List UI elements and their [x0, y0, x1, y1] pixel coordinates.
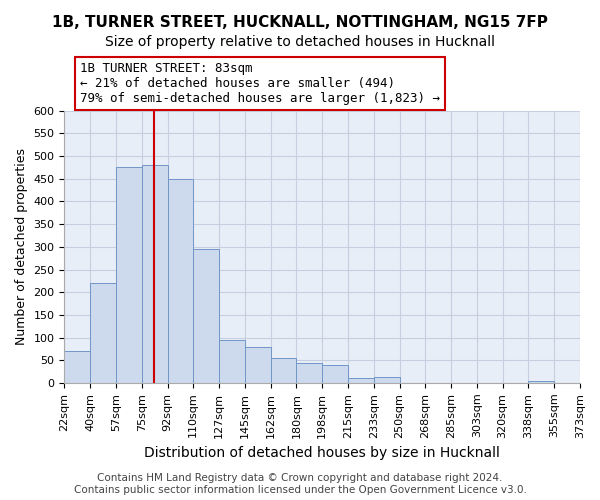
Text: 1B TURNER STREET: 83sqm
← 21% of detached houses are smaller (494)
79% of semi-d: 1B TURNER STREET: 83sqm ← 21% of detache… — [80, 62, 440, 106]
Bar — [245, 346, 271, 383]
Bar — [322, 365, 348, 383]
X-axis label: Distribution of detached houses by size in Hucknall: Distribution of detached houses by size … — [144, 446, 500, 460]
Bar — [271, 358, 296, 383]
Y-axis label: Number of detached properties: Number of detached properties — [15, 148, 28, 346]
Bar — [374, 377, 400, 383]
Bar — [348, 378, 374, 383]
Bar — [90, 283, 116, 383]
Text: 1B, TURNER STREET, HUCKNALL, NOTTINGHAM, NG15 7FP: 1B, TURNER STREET, HUCKNALL, NOTTINGHAM,… — [52, 15, 548, 30]
Text: Contains HM Land Registry data © Crown copyright and database right 2024.
Contai: Contains HM Land Registry data © Crown c… — [74, 474, 526, 495]
Bar — [296, 362, 322, 383]
Bar — [219, 340, 245, 383]
Bar — [167, 179, 193, 383]
Bar — [64, 351, 90, 383]
Bar — [193, 249, 219, 383]
Bar — [529, 380, 554, 383]
Text: Size of property relative to detached houses in Hucknall: Size of property relative to detached ho… — [105, 35, 495, 49]
Bar — [116, 168, 142, 383]
Bar — [142, 165, 167, 383]
